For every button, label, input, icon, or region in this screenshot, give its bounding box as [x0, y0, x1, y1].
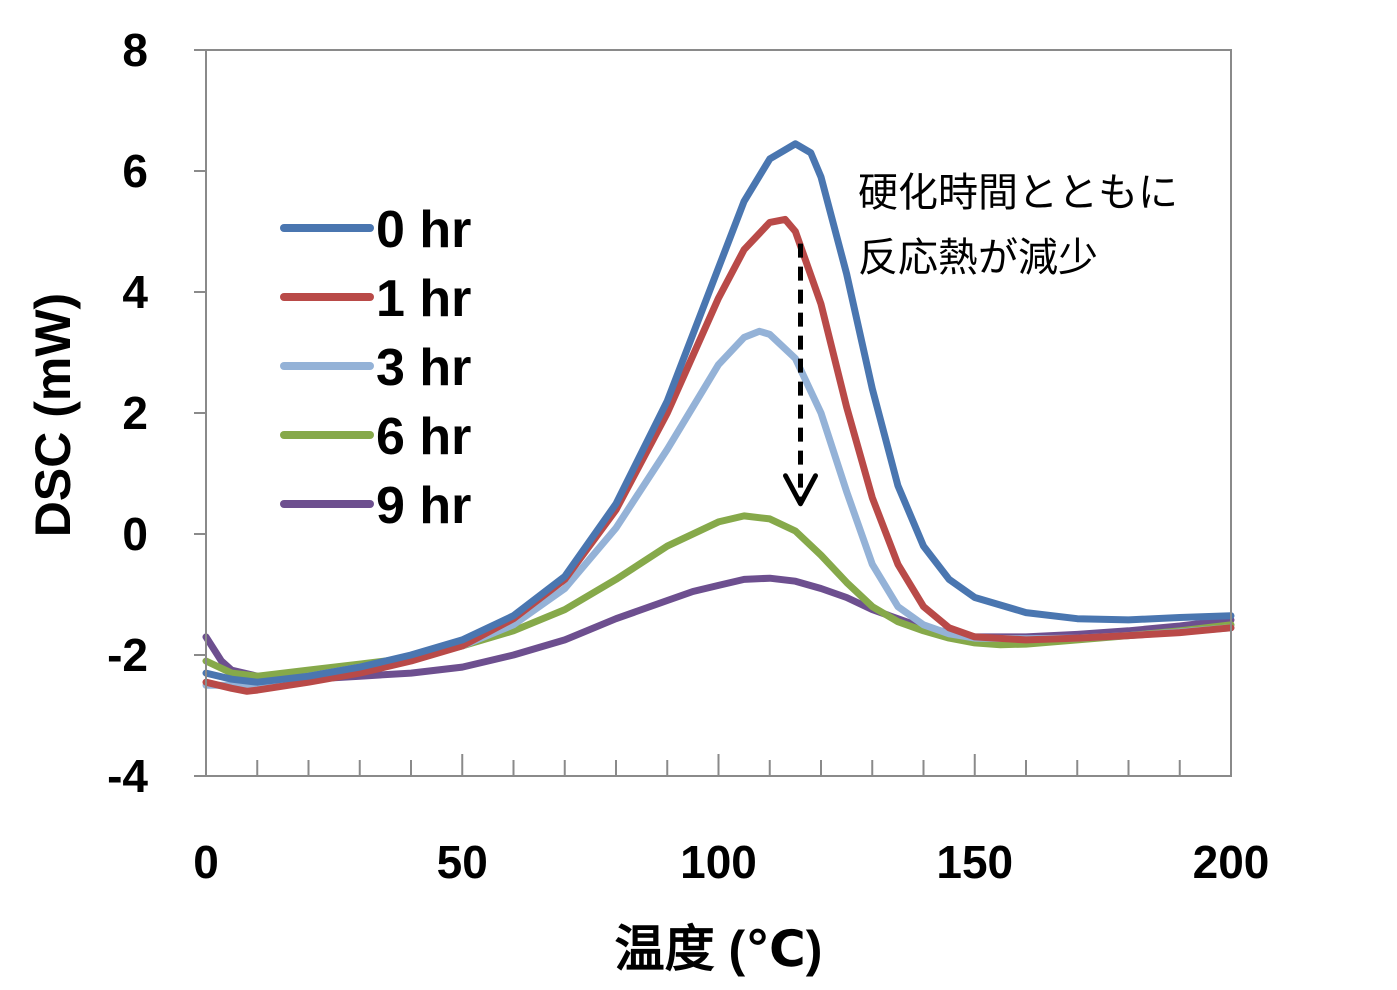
y-tick-label: -4 [107, 750, 148, 802]
y-tick-label: 2 [122, 387, 148, 439]
legend-label: 3 hr [376, 339, 471, 397]
y-axis-ticks: -4 -2 0 2 4 6 8 [107, 24, 206, 802]
legend-label: 6 hr [376, 408, 471, 466]
x-tick-label: 100 [680, 836, 757, 888]
x-axis-ticks: 0 50 100 150 200 [193, 754, 1269, 888]
x-axis-title: 温度 (℃) [615, 921, 823, 977]
y-tick-label: 6 [122, 145, 148, 197]
annotation-arrow-head [783, 473, 818, 507]
x-tick-label: 200 [1193, 836, 1270, 888]
x-tick-label: 0 [193, 836, 219, 888]
legend-label: 9 hr [376, 477, 471, 535]
y-tick-label: 4 [122, 266, 148, 318]
legend: 0 hr 1 hr 3 hr 6 hr 9 hr [280, 201, 471, 535]
y-axis-title: DSC (mW) [25, 293, 81, 537]
y-tick-label: -2 [107, 629, 148, 681]
series-line-1-hr [202, 215, 1235, 695]
annotation-line-1: 硬化時間とともに [858, 170, 1178, 216]
x-tick-label: 150 [936, 836, 1013, 888]
series-layer [202, 140, 1235, 695]
plot-area-frame [205, 49, 1232, 777]
series-line-6-hr [202, 512, 1235, 680]
series-line-0-hr [202, 140, 1235, 686]
x-tick-label: 50 [437, 836, 488, 888]
annotation-line-2: 反応熱が減少 [858, 235, 1098, 281]
legend-label: 0 hr [376, 201, 471, 259]
y-tick-label: 8 [122, 24, 148, 76]
y-tick-label: 0 [122, 508, 148, 560]
annotation: 硬化時間とともに 反応熱が減少 [783, 170, 1178, 507]
legend-label: 1 hr [376, 270, 471, 328]
